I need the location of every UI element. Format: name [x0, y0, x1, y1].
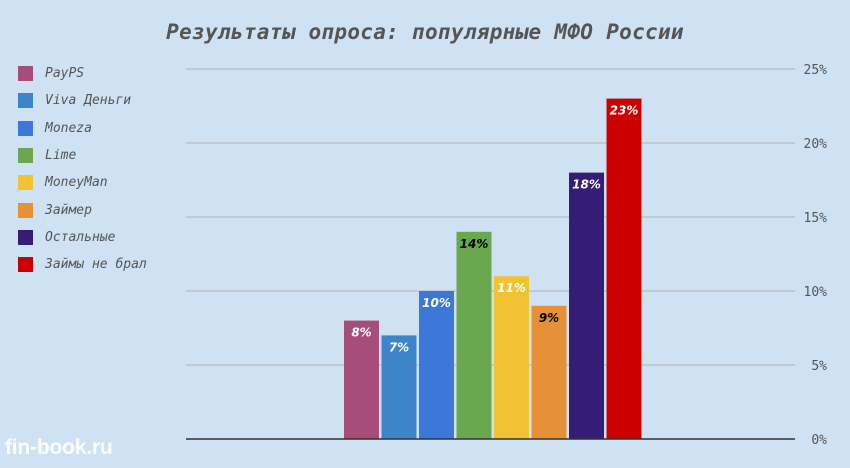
legend-label: PayPS [45, 66, 85, 82]
legend-item: MoneyMan [18, 169, 147, 196]
legend-item: Moneza [18, 115, 147, 142]
legend-swatch [18, 148, 33, 164]
legend-label: Moneza [45, 120, 92, 136]
bar-data-label: 10% [422, 296, 451, 310]
legend-item: Займы не брал [18, 251, 147, 278]
y-tick-label: 10% [804, 285, 828, 300]
bar-data-label: 9% [539, 311, 559, 325]
chart-title: Результаты опроса: популярные МФО России [166, 20, 684, 44]
bar-data-label: 23% [610, 104, 639, 118]
bar-4 [494, 276, 529, 439]
y-tick-label: 20% [804, 137, 828, 152]
chart-legend: PayPS Viva Деньги Moneza Lime MoneyMan Займер… [18, 60, 147, 278]
legend-label: Займер [45, 202, 92, 218]
y-tick-label: 5% [811, 359, 827, 374]
legend-swatch [18, 93, 33, 109]
bar-data-label: 7% [389, 340, 409, 354]
watermark: fin-book.ru [5, 436, 113, 459]
legend-swatch [18, 175, 33, 191]
legend-swatch [18, 66, 33, 82]
legend-label: Viva Деньги [45, 93, 132, 109]
bar-data-label: 11% [497, 281, 526, 295]
bar-1 [381, 335, 417, 439]
legend-label: Остальные [45, 229, 116, 245]
y-tick-label: 0% [811, 433, 827, 448]
bar-2 [419, 291, 454, 439]
y-tick-label: 25% [804, 63, 828, 78]
legend-swatch [18, 257, 33, 273]
bar-data-label: 8% [351, 326, 371, 340]
y-tick-label: 15% [804, 211, 828, 226]
legend-swatch [18, 202, 33, 218]
legend-label: Займы не брал [45, 257, 147, 273]
bar-5 [531, 305, 567, 439]
legend-item: Займер [18, 196, 147, 223]
legend-item: Остальные [18, 224, 147, 251]
bar-3 [456, 231, 492, 439]
legend-swatch [18, 120, 33, 136]
legend-label: Lime [45, 148, 77, 164]
bar-7 [606, 98, 642, 439]
bar-data-label: 18% [572, 178, 601, 192]
legend-item: Viva Деньги [18, 87, 147, 114]
bar-data-label: 14% [460, 237, 489, 251]
bar-6 [569, 172, 604, 439]
legend-item: PayPS [18, 60, 147, 87]
legend-item: Lime [18, 142, 147, 169]
bar-0 [344, 320, 379, 439]
legend-swatch [18, 229, 33, 245]
legend-label: MoneyMan [45, 175, 108, 191]
